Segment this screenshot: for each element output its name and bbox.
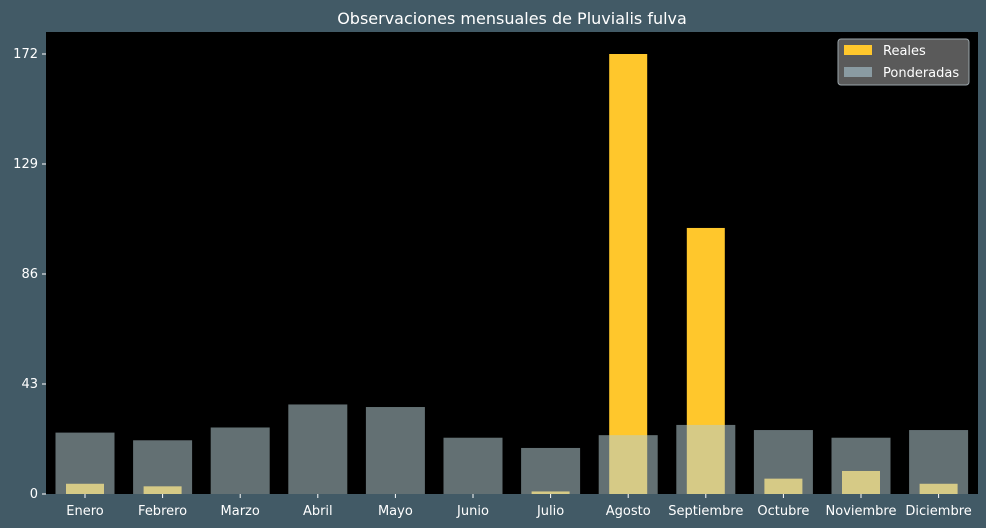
bar-ponderadas-11 bbox=[909, 430, 969, 494]
legend-label-ponderadas: Ponderadas bbox=[883, 66, 959, 81]
xtick-label-1: Febrero bbox=[138, 504, 187, 519]
xtick-label-3: Abril bbox=[303, 504, 333, 519]
legend-label-reales: Reales bbox=[883, 44, 926, 59]
bar-ponderadas-2 bbox=[210, 427, 270, 494]
xtick-label-4: Mayo bbox=[378, 504, 413, 519]
legend: Reales Ponderadas bbox=[837, 38, 970, 86]
legend-swatch-ponderadas bbox=[844, 67, 872, 77]
bar-ponderadas-1 bbox=[133, 440, 193, 494]
xtick-label-9: Octubre bbox=[757, 504, 809, 519]
bar-ponderadas-3 bbox=[288, 404, 348, 494]
bar-ponderadas-0 bbox=[55, 432, 115, 494]
xtick-label-0: Enero bbox=[66, 504, 104, 519]
plot-area bbox=[46, 32, 978, 494]
chart-title: Observaciones mensuales de Pluvialis ful… bbox=[337, 9, 687, 28]
xtick-label-11: Diciembre bbox=[905, 504, 971, 519]
xtick-label-7: Agosto bbox=[606, 504, 651, 519]
ytick-label-3: 129 bbox=[13, 157, 38, 172]
ytick-label-2: 86 bbox=[21, 267, 38, 282]
ytick-label-0: 0 bbox=[30, 487, 38, 502]
bar-ponderadas-9 bbox=[753, 430, 813, 494]
bar-reales-7 bbox=[609, 54, 648, 494]
ytick-label-1: 43 bbox=[21, 377, 38, 392]
bar-ponderadas-8 bbox=[676, 424, 736, 494]
legend-swatch-reales bbox=[844, 45, 872, 55]
xtick-label-8: Septiembre bbox=[668, 504, 743, 519]
bar-ponderadas-6 bbox=[521, 447, 581, 494]
bars-layer bbox=[55, 54, 969, 494]
xtick-label-6: Julio bbox=[536, 504, 564, 519]
ytick-label-4: 172 bbox=[13, 47, 38, 62]
bar-ponderadas-10 bbox=[831, 437, 891, 494]
xtick-label-10: Noviembre bbox=[826, 504, 897, 519]
bar-ponderadas-5 bbox=[443, 437, 503, 494]
bar-ponderadas-7 bbox=[598, 435, 658, 494]
ticks-layer: 0 43 86 129 172 Enero Febrero Marzo Abril Mayo Jun… bbox=[13, 47, 972, 519]
xtick-label-2: Marzo bbox=[221, 504, 260, 519]
bar-ponderadas-4 bbox=[365, 407, 425, 494]
xtick-label-5: Junio bbox=[456, 504, 489, 519]
